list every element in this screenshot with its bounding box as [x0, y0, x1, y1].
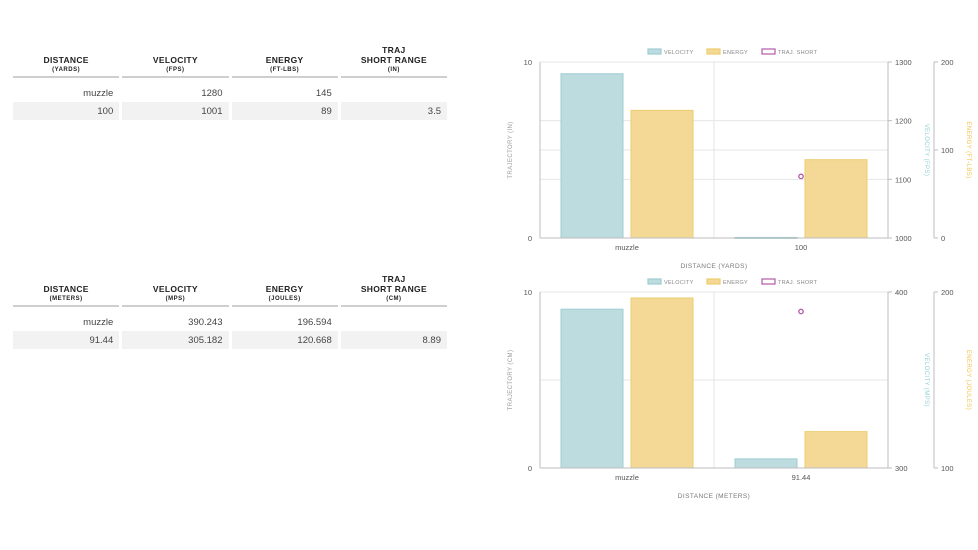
- cell-energy: 196.594: [297, 317, 332, 328]
- cell-trajectory: 8.89: [340, 331, 447, 349]
- trajectory-point: [798, 308, 804, 315]
- ballistics-table-imperial: DISTANCE (YARDS) VELOCITY (FPS) ENERGY (FT-…: [10, 45, 450, 120]
- trajectory-tick-label: 10: [524, 288, 532, 297]
- energy-tick-label: 0: [941, 234, 945, 243]
- cell-trajectory: [341, 84, 447, 102]
- trajectory-tick-label: 10: [524, 58, 532, 67]
- legend-swatch: [647, 278, 662, 285]
- velocity-tick-label: 300: [895, 464, 908, 473]
- legend-swatch: [706, 278, 721, 285]
- x-tick-label: 91.44: [792, 473, 811, 482]
- x-axis-title: DISTANCE (YARDS): [681, 263, 748, 270]
- legend-label: TRAJ. SHORT: [778, 280, 818, 286]
- table-header-row: DISTANCE (YARDS) VELOCITY (FPS) ENERGY (FT-…: [13, 45, 447, 78]
- trajectory-point: [798, 173, 804, 180]
- cell-distance: 91.44: [13, 331, 120, 349]
- cell-distance: 100: [13, 102, 120, 120]
- header-distance: DISTANCE (YARDS): [13, 45, 120, 78]
- velocity-tick-label: 1200: [895, 117, 912, 126]
- legend-label: VELOCITY: [664, 50, 694, 56]
- energy-axis-title: ENERGY (FT-LBS): [965, 121, 971, 178]
- legend-label: ENERGY: [723, 280, 748, 286]
- cell-distance: muzzle: [83, 317, 114, 328]
- energy-bar: [804, 159, 868, 239]
- velocity-bar: [560, 308, 624, 469]
- header-energy: ENERGY (FT-LBS): [231, 45, 338, 78]
- header-velocity: VELOCITY (MPS): [122, 274, 229, 307]
- trajectory-tick-label: 0: [528, 464, 532, 473]
- cell-energy: 89: [231, 102, 338, 120]
- velocity-axis-title: VELOCITY (FPS): [923, 124, 929, 177]
- velocity-bar: [560, 73, 624, 239]
- header-velocity: VELOCITY (FPS): [122, 45, 229, 78]
- trajectory-axis-title: TRAJECTORY (CM): [508, 350, 514, 411]
- velocity-tick-label: 400: [895, 288, 908, 297]
- cell-energy: 120.668: [231, 331, 338, 349]
- legend-label: TRAJ. SHORT: [778, 50, 818, 56]
- table-row: 100 1001 89 3.5: [13, 102, 447, 120]
- energy-bar: [804, 431, 868, 469]
- cell-velocity: 390.243: [188, 317, 223, 328]
- x-tick-label: muzzle: [615, 243, 639, 252]
- cell-velocity: 1001: [122, 102, 229, 120]
- energy-bar: [630, 297, 694, 469]
- velocity-tick-label: 1000: [895, 234, 912, 243]
- velocity-axis-title: VELOCITY (MPS): [923, 353, 929, 407]
- legend-label: VELOCITY: [664, 280, 694, 286]
- legend-swatch: [761, 48, 776, 55]
- energy-tick-label: 200: [941, 288, 954, 297]
- cell-velocity: 1280: [201, 88, 223, 99]
- legend-swatch: [647, 48, 662, 55]
- cell-energy: 145: [315, 88, 332, 99]
- header-trajectory: TRAJ SHORT RANGE (IN): [340, 45, 447, 78]
- energy-tick-label: 200: [941, 58, 954, 67]
- header-trajectory: TRAJ SHORT RANGE (CM): [340, 274, 447, 307]
- energy-axis-title: ENERGY (JOULES): [965, 350, 971, 410]
- legend-swatch: [761, 278, 776, 285]
- ballistics-chart-metric: VELOCITY ENERGY TRAJ. SHORT muzzle 91.44 0 10 3…: [508, 278, 971, 500]
- header-energy: ENERGY (JOULES): [231, 274, 338, 307]
- velocity-bar: [734, 458, 798, 469]
- cell-distance: muzzle: [83, 88, 114, 99]
- x-tick-label: 100: [795, 243, 808, 252]
- trajectory-axis-title: TRAJECTORY (IN): [508, 121, 514, 178]
- table-header-row: DISTANCE (METERS) VELOCITY (MPS) ENERGY (JO…: [13, 274, 447, 307]
- energy-tick-label: 100: [941, 464, 954, 473]
- table-row: muzzle 1280 145: [13, 84, 447, 102]
- x-axis-title: DISTANCE (METERS): [678, 493, 750, 500]
- x-tick-label: muzzle: [615, 473, 639, 482]
- ballistics-table-metric: DISTANCE (METERS) VELOCITY (MPS) ENERGY (JO…: [10, 274, 450, 349]
- energy-tick-label: 100: [941, 146, 954, 155]
- cell-velocity: 305.182: [122, 331, 229, 349]
- velocity-tick-label: 1300: [895, 58, 912, 67]
- trajectory-tick-label: 0: [528, 234, 532, 243]
- table-row: muzzle 390.243 196.594: [13, 313, 447, 331]
- velocity-tick-label: 1100: [895, 175, 911, 184]
- cell-trajectory: [341, 313, 447, 331]
- table-row: 91.44 305.182 120.668 8.89: [13, 331, 447, 349]
- header-distance: DISTANCE (METERS): [13, 274, 120, 307]
- legend-label: ENERGY: [723, 50, 748, 56]
- energy-bar: [630, 109, 694, 239]
- legend-swatch: [706, 48, 721, 55]
- cell-trajectory: 3.5: [340, 102, 447, 120]
